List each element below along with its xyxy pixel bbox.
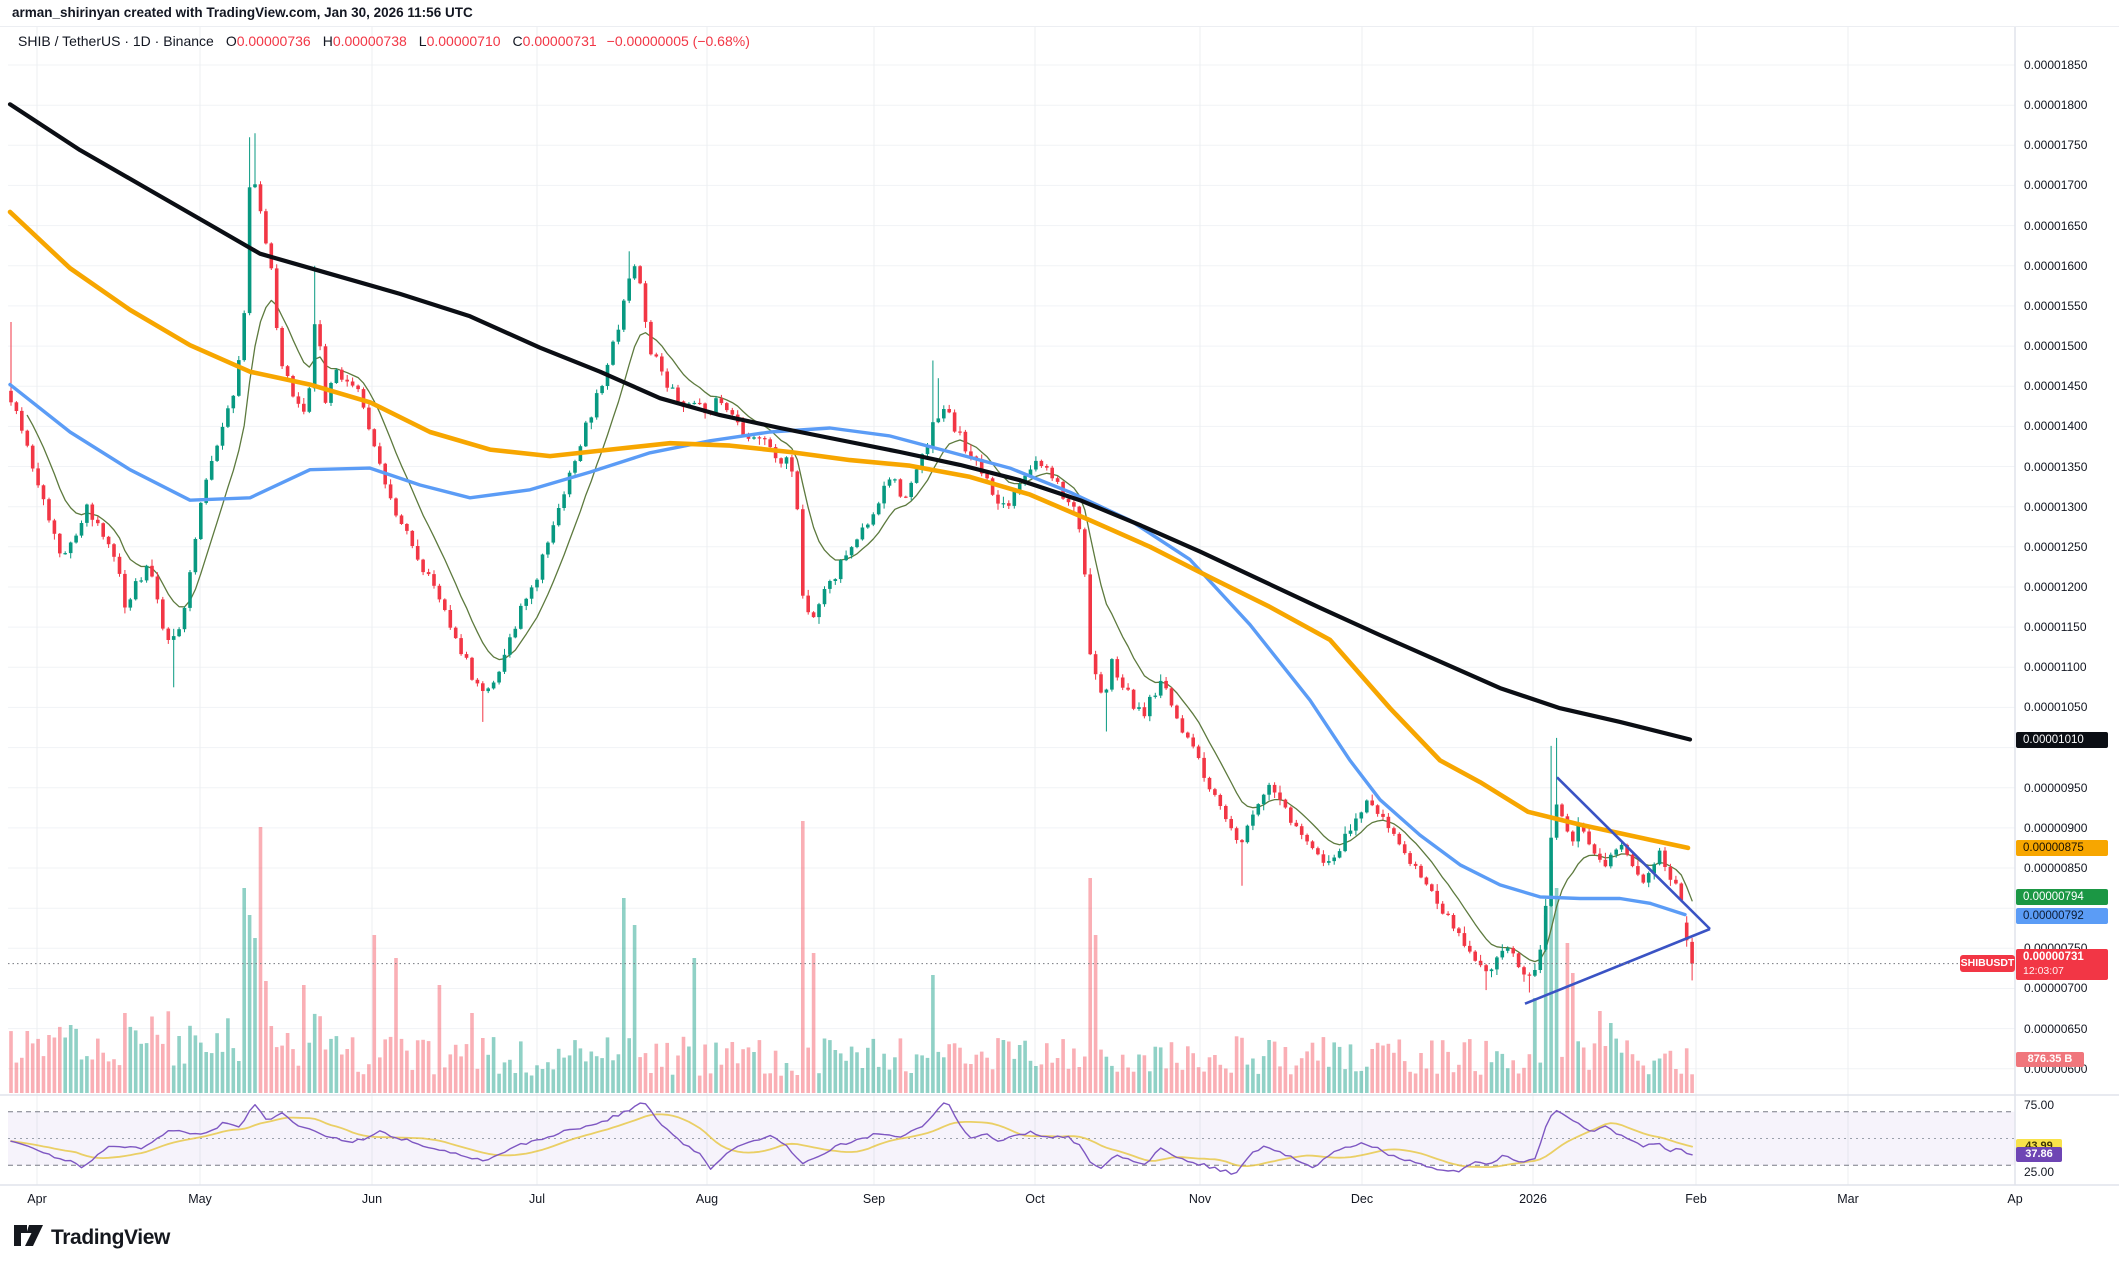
price-tick-label: 0.00001150 [2024,620,2087,634]
volume-bars [9,821,1694,1093]
ohlc-value: 0.00000736 [236,33,311,49]
month-tick-label: Oct [1025,1192,1045,1206]
ma-200-price-label: 0.00001010 [2016,732,2108,748]
price-tick-label: 0.00001600 [2024,259,2088,273]
ohlc-value: 0.00000738 [332,33,407,49]
month-tick-label: Dec [1350,1192,1374,1206]
month-tick-label: May [188,1192,212,1206]
bar-countdown: 12:03:07 [2023,965,2064,977]
ma-short-price-label: 0.00000794 [2016,889,2108,905]
ma-100-line [7,209,1691,851]
ohlc-key: H [322,33,333,49]
ma-short-line [26,299,1693,963]
ma-200-line [7,102,1693,742]
last-price-label[interactable]: 0.00000731 12:03:07 [2016,949,2108,980]
last-price-value: 0.00000731 [2023,951,2084,963]
ohlc-values: O0.00000736 H0.00000738 L0.00000710 C0.0000… [214,33,597,49]
price-tick-label: 0.00000900 [2024,821,2088,835]
tradingview-logo[interactable]: TradingView [14,1224,170,1251]
rsi-tick-label: 75.00 [2024,1098,2055,1112]
price-tick-label: 0.00001100 [2024,660,2087,674]
month-tick-label: Feb [1685,1192,1707,1206]
symbol-price-tag[interactable]: SHIBUSDT [1960,955,2015,972]
month-tick-label: Jul [529,1192,545,1206]
month-tick-label: Aug [695,1192,719,1206]
price-tick-label: 0.00001050 [2024,700,2088,714]
price-tick-label: 0.00000850 [2024,861,2088,875]
month-tick-label: Mar [1837,1192,1859,1206]
price-tick-label: 0.00001400 [2024,419,2088,433]
price-tick-label: 0.00001650 [2024,219,2088,233]
grid [8,26,2016,1185]
symbol-legend[interactable]: SHIB / TetherUS · 1D · Binance O0.0000073… [18,33,750,49]
price-tick-label: 0.00001200 [2024,580,2088,594]
triangle-pattern-drawing[interactable] [1524,776,1711,1005]
month-tick-label: Sep [862,1192,886,1206]
price-tick-label: 0.00001300 [2024,500,2088,514]
price-tick-label: 0.00000700 [2024,981,2088,995]
ohlc-value: 0.00000731 [522,33,597,49]
month-tick-label: Nov [1188,1192,1212,1206]
attribution-text: arman_shirinyan created with TradingView… [12,5,473,20]
ohlc-key: O [225,33,237,49]
ma-50-line [8,382,1687,917]
tradingview-logo-icon [14,1225,43,1246]
price-tick-label: 0.00001350 [2024,460,2088,474]
month-tick-label: Jun [361,1192,383,1206]
price-tick-label: 0.00001450 [2024,379,2088,393]
change-value: −0.00000005 (−0.68%) [606,33,750,49]
price-tick-label: 0.00001700 [2024,178,2088,192]
volume-value-label: 876.35 B [2016,1052,2084,1067]
price-tick-label: 0.00001750 [2024,138,2088,152]
rsi-lines [10,1102,1693,1175]
rsi-band [8,1111,2015,1166]
ohlc-value: 0.00000710 [426,33,501,49]
ohlc-key: L [418,33,427,49]
symbol-title: SHIB / TetherUS · 1D · Binance [18,33,214,49]
tradingview-logo-text: TradingView [51,1225,170,1249]
month-tick-label: Apr [27,1192,47,1206]
month-tick-label: 2026 [1519,1192,1547,1206]
price-tick-label: 0.00001250 [2024,540,2088,554]
price-tick-label: 0.00001500 [2024,339,2088,353]
rsi-tick-label: 25.00 [2024,1165,2055,1179]
price-tick-label: 0.00001850 [2024,58,2088,72]
ma-50-price-label: 0.00000792 [2016,908,2108,924]
price-tick-label: 0.00000950 [2024,781,2088,795]
ohlc-key: C [512,33,523,49]
rsi-value-label: 37.86 [2016,1147,2062,1162]
price-tick-label: 0.00001800 [2024,98,2088,112]
attribution-bar: arman_shirinyan created with TradingView… [0,0,2119,27]
price-tick-label: 0.00001550 [2024,299,2088,313]
ma-100-price-label: 0.00000875 [2016,840,2108,856]
price-tick-label: 0.00000650 [2024,1022,2088,1036]
month-tick-label: Ap [2007,1192,2023,1206]
pane-separators[interactable] [0,0,2119,1186]
